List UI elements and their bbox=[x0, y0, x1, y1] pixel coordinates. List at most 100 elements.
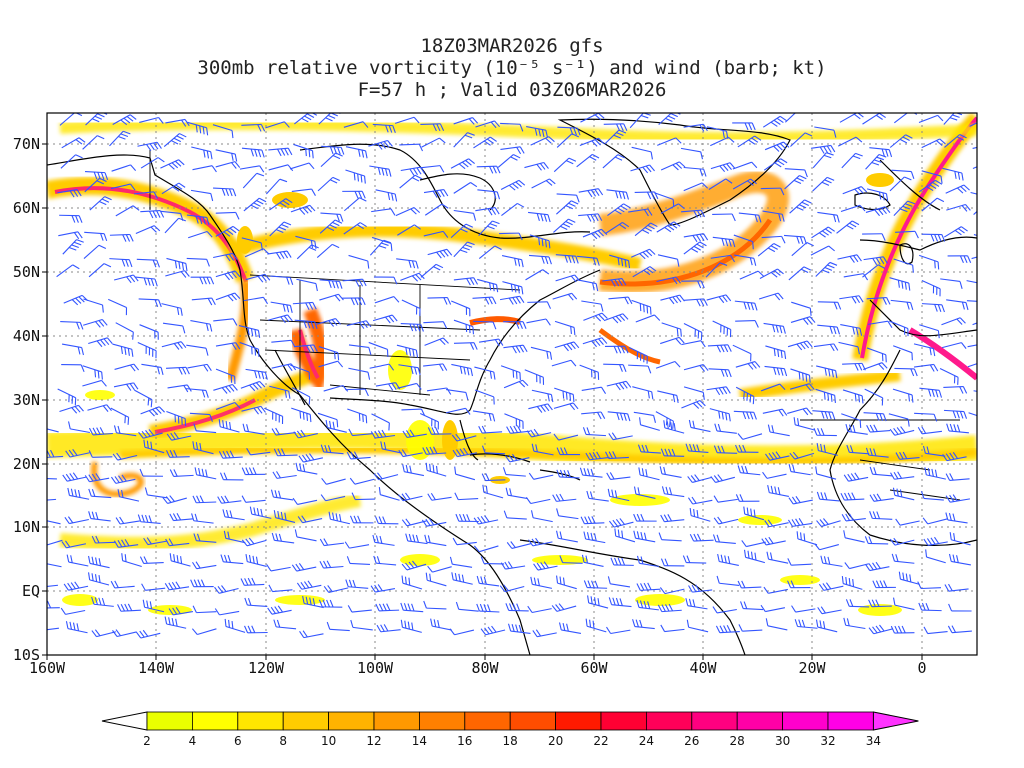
wind-barb-feather bbox=[228, 253, 235, 261]
wind-barb-feather bbox=[904, 282, 907, 290]
wind-barb-staff bbox=[530, 498, 551, 505]
wind-barb-feather bbox=[713, 445, 718, 453]
wind-barb-feather bbox=[925, 549, 928, 558]
wind-barb-feather bbox=[815, 619, 819, 628]
wind-barb-feather bbox=[545, 239, 547, 248]
wind-barb-feather bbox=[721, 411, 724, 420]
wind-barb-feather bbox=[293, 431, 299, 439]
wind-barb-feather bbox=[725, 294, 732, 302]
wind-barb-feather bbox=[101, 319, 108, 326]
wind-barb-feather bbox=[209, 323, 213, 332]
wind-barb-feather bbox=[248, 554, 252, 563]
wind-barb-feather bbox=[150, 226, 157, 233]
wind-barb-feather bbox=[695, 584, 700, 592]
wind-barb-feather bbox=[94, 597, 98, 605]
wind-barb-staff bbox=[250, 451, 271, 456]
wind-barb-feather bbox=[776, 367, 780, 376]
wind-barb-feather bbox=[335, 513, 338, 521]
wind-barb-staff bbox=[661, 539, 682, 542]
wind-barb-feather bbox=[536, 213, 540, 221]
wind-barb-feather bbox=[335, 281, 339, 289]
wind-barb-feather bbox=[854, 393, 857, 402]
wind-barb-feather bbox=[800, 268, 809, 274]
wind-barb-staff bbox=[506, 517, 527, 520]
wind-barb-feather bbox=[494, 245, 502, 251]
wind-barb-feather bbox=[503, 510, 508, 519]
wind-barb-feather bbox=[199, 216, 203, 225]
wind-barb-feather bbox=[540, 562, 546, 569]
wind-barb-feather bbox=[619, 364, 623, 372]
wind-barb-feather bbox=[749, 394, 752, 403]
wind-barb-feather bbox=[507, 623, 512, 632]
wind-barb-feather bbox=[464, 134, 473, 139]
wind-barb-feather bbox=[934, 234, 939, 242]
wind-barb-feather bbox=[622, 381, 628, 389]
wind-barb-feather bbox=[493, 191, 497, 199]
wind-barb-feather bbox=[195, 216, 199, 224]
wind-barb-feather bbox=[949, 494, 955, 502]
wind-barb-feather bbox=[103, 233, 108, 242]
wind-barb-feather bbox=[221, 387, 228, 394]
wind-barb-feather bbox=[205, 323, 209, 332]
wind-barb-feather bbox=[319, 561, 324, 569]
wind-barb-feather bbox=[737, 465, 741, 473]
wind-barb-feather bbox=[146, 144, 152, 151]
wind-barb-feather bbox=[516, 425, 522, 433]
wind-barb-staff bbox=[145, 587, 166, 591]
wind-barb-feather bbox=[567, 470, 571, 478]
wind-barb-feather bbox=[598, 137, 605, 145]
wind-barb-feather bbox=[257, 124, 262, 132]
wind-barb-feather bbox=[370, 431, 376, 439]
wind-barb-feather bbox=[535, 444, 538, 452]
wind-barb-feather bbox=[546, 301, 552, 309]
wind-barb-feather bbox=[248, 537, 255, 545]
wind-barb-feather bbox=[840, 492, 845, 501]
wind-barb-feather bbox=[750, 178, 757, 185]
wind-barb-feather bbox=[435, 427, 440, 435]
wind-barb-feather bbox=[829, 261, 838, 266]
wind-barb-staff bbox=[558, 515, 579, 520]
lon-tick-label: 0 bbox=[917, 659, 926, 677]
wind-barb-feather bbox=[699, 233, 705, 241]
wind-barb-feather bbox=[311, 188, 316, 196]
wind-barb-staff bbox=[587, 587, 608, 589]
wind-barb-feather bbox=[885, 193, 889, 202]
wind-barb-feather bbox=[678, 203, 685, 209]
wind-barb-feather bbox=[806, 340, 813, 348]
wind-barb-feather bbox=[429, 573, 432, 582]
wind-barb-feather bbox=[335, 318, 341, 325]
wind-barb-staff bbox=[397, 382, 417, 389]
wind-barb-feather bbox=[715, 625, 721, 633]
wind-barb-feather bbox=[302, 464, 306, 472]
wind-barb-feather bbox=[718, 296, 725, 304]
wind-barb-feather bbox=[906, 302, 910, 310]
wind-barb-feather bbox=[67, 516, 74, 524]
lat-tick-label: 10N bbox=[13, 518, 40, 536]
wind-barb-feather bbox=[458, 573, 461, 582]
wind-barb-feather bbox=[532, 630, 538, 637]
wind-barb-feather bbox=[88, 450, 93, 458]
wind-barb-feather bbox=[754, 214, 758, 223]
wind-barb-staff bbox=[60, 321, 81, 323]
wind-barb-feather bbox=[559, 531, 563, 540]
wind-barb-feather bbox=[72, 622, 76, 631]
wind-barb-feather bbox=[768, 452, 774, 460]
wind-barb-feather bbox=[548, 240, 551, 249]
wind-barb-feather bbox=[178, 217, 186, 222]
wind-barb-feather bbox=[522, 379, 529, 386]
wind-barb-feather bbox=[401, 519, 408, 527]
wind-barb-feather bbox=[965, 204, 971, 211]
wind-barb-feather bbox=[760, 604, 766, 612]
wind-barb-feather bbox=[33, 494, 37, 501]
wind-barb-feather bbox=[667, 514, 673, 522]
wind-barb-staff bbox=[456, 541, 477, 546]
wind-barb-feather bbox=[299, 208, 306, 215]
wind-barb-feather bbox=[381, 242, 389, 246]
wind-barb-feather bbox=[142, 629, 149, 637]
wind-barb-feather bbox=[868, 536, 873, 544]
wind-barb-staff bbox=[239, 165, 260, 170]
wind-barb-feather bbox=[505, 487, 509, 496]
wind-barb-feather bbox=[614, 557, 618, 566]
wind-barb-feather bbox=[643, 269, 651, 276]
wind-barb-feather bbox=[568, 202, 576, 207]
